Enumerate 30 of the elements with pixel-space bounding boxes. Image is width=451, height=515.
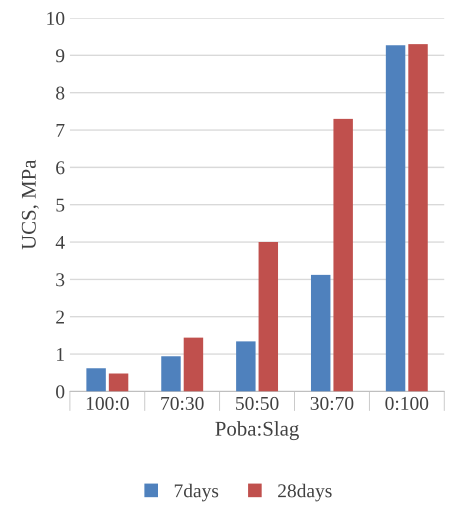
y-tick-label: 9 [56, 49, 64, 62]
bar [333, 118, 353, 392]
bar [408, 44, 428, 392]
y-tick-label: 8 [56, 86, 64, 100]
legend-label: 28days [278, 484, 332, 502]
y-tick-label: 2 [56, 310, 64, 324]
bar [108, 373, 128, 392]
x-tick-label: 50:50 [236, 396, 278, 410]
bar [310, 274, 330, 392]
y-tick-label: 0 [56, 385, 64, 398]
x-axis-title: Poba:Slag [215, 421, 299, 440]
x-tick-label: 100:0 [86, 396, 129, 410]
x-tick-label: 0:100 [385, 396, 428, 410]
bar [86, 368, 106, 392]
y-tick-label: 6 [56, 161, 64, 174]
y-tick-label: 1 [57, 348, 64, 361]
x-tick-label: 70:30 [161, 396, 204, 410]
x-tick-label: 30:70 [310, 396, 354, 410]
y-tick-label: 10 [47, 12, 64, 25]
legend-label: 7days [174, 484, 218, 502]
bar [161, 356, 181, 392]
bar [386, 45, 406, 392]
y-tick-label: 7 [56, 124, 64, 137]
bar [184, 338, 204, 392]
y-tick-label: 3 [56, 273, 64, 286]
y-axis-title: UCS, MPa [22, 160, 39, 250]
y-tick-label: 4 [56, 236, 65, 249]
y-tick-label: 5 [56, 198, 64, 212]
bar [236, 341, 256, 392]
bar [258, 242, 278, 392]
